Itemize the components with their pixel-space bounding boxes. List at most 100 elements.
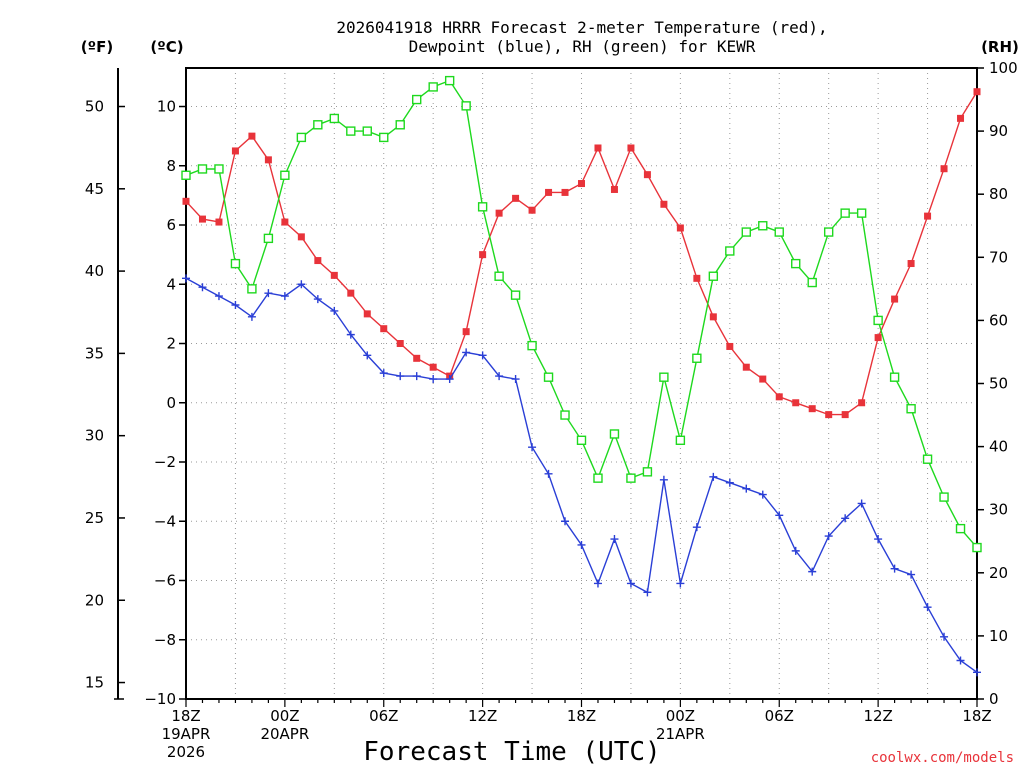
relative-humidity-data-point bbox=[675, 435, 686, 445]
dewpoint-data-point bbox=[231, 300, 240, 309]
celsius-tick-label: 10 bbox=[157, 98, 176, 116]
relative-humidity-data-point bbox=[972, 542, 982, 553]
relative-humidity-data-point bbox=[791, 258, 801, 269]
fahrenheit-tick-label: 40 bbox=[85, 262, 104, 280]
dewpoint-data-point bbox=[742, 484, 751, 493]
celsius-tick-label: 0 bbox=[166, 394, 176, 412]
relative-humidity-data-point bbox=[362, 126, 372, 136]
dewpoint-data-point bbox=[725, 478, 734, 487]
celsius-tick-label: −6 bbox=[154, 572, 176, 590]
temperature-data-point bbox=[314, 257, 322, 265]
dewpoint-data-point bbox=[643, 588, 652, 597]
dewpoint-data-point bbox=[528, 443, 537, 452]
dewpoint-data-point bbox=[692, 523, 701, 532]
fahrenheit-tick-label: 15 bbox=[85, 674, 104, 692]
rh-tick-label: 50 bbox=[989, 375, 1008, 393]
temperature-data-point bbox=[726, 342, 734, 350]
rh-tick-label: 70 bbox=[989, 248, 1008, 266]
temperature-data-point bbox=[643, 171, 651, 179]
relative-humidity-data-point bbox=[692, 353, 702, 363]
dewpoint-data-point bbox=[412, 372, 421, 381]
dewpoint-data-point bbox=[561, 517, 570, 526]
dewpoint-data-point bbox=[280, 292, 289, 301]
celsius-tick-label: −4 bbox=[154, 512, 176, 530]
relative-humidity-data-point bbox=[576, 435, 587, 445]
dewpoint-data-point bbox=[841, 514, 850, 523]
x-tick-label: 06Z bbox=[369, 707, 398, 725]
temperature-data-point bbox=[594, 144, 602, 152]
temperature-data-point bbox=[330, 271, 338, 279]
temperature-data-point bbox=[462, 328, 470, 336]
relative-humidity-data-point bbox=[197, 164, 208, 174]
rh-tick-label: 80 bbox=[989, 185, 1008, 203]
relative-humidity-data-point bbox=[626, 473, 636, 483]
dewpoint-data-point bbox=[709, 472, 718, 481]
temperature-data-point bbox=[363, 310, 371, 318]
relative-humidity-data-point bbox=[609, 429, 620, 439]
fahrenheit-unit-label: (ºF) bbox=[81, 38, 113, 56]
dewpoint-data-point bbox=[247, 312, 256, 321]
dewpoint-data-point bbox=[379, 369, 388, 378]
dewpoint-data-point bbox=[577, 540, 586, 549]
temperature-data-point bbox=[957, 114, 965, 122]
dewpoint-data-point bbox=[775, 511, 784, 520]
temperature-data-point bbox=[759, 375, 767, 383]
dewpoint-data-point bbox=[330, 306, 339, 315]
dewpoint-data-point bbox=[956, 656, 965, 665]
relative-humidity-data-point bbox=[955, 523, 966, 534]
rh-tick-label: 0 bbox=[989, 690, 999, 708]
temperature-data-point bbox=[891, 295, 899, 303]
relative-humidity-data-point bbox=[659, 372, 669, 382]
relative-humidity-data-point bbox=[889, 372, 900, 382]
dewpoint-data-point bbox=[808, 567, 817, 576]
relative-humidity-data-point bbox=[922, 454, 933, 464]
relative-humidity-data-point bbox=[708, 271, 719, 281]
temperature-data-point bbox=[182, 197, 190, 205]
x-tick-label: 00Z bbox=[666, 707, 695, 725]
dewpoint-data-point bbox=[182, 274, 190, 283]
temperature-data-point bbox=[198, 215, 206, 223]
temperature-data-point bbox=[380, 325, 388, 333]
relative-humidity-data-point bbox=[873, 315, 883, 326]
x-tick-label: 18Z bbox=[962, 707, 991, 725]
temperature-data-point bbox=[396, 340, 404, 348]
dewpoint-data-point bbox=[874, 535, 883, 544]
dewpoint-data-point bbox=[544, 469, 553, 478]
dewpoint-data-point bbox=[676, 579, 685, 588]
temperature-data-point bbox=[742, 363, 750, 371]
temperature-data-point bbox=[610, 185, 618, 193]
relative-humidity-data-point bbox=[725, 246, 735, 256]
dewpoint-data-point bbox=[396, 372, 405, 381]
x-tick-label: 06Z bbox=[765, 707, 794, 725]
chart-title-line2: Dewpoint (blue), RH (green) for KEWR bbox=[409, 37, 756, 56]
relative-humidity-series-line bbox=[185, 79, 978, 549]
relative-humidity-data-point bbox=[329, 113, 340, 124]
relative-humidity-data-point bbox=[807, 277, 817, 288]
relative-humidity-data-point bbox=[461, 101, 471, 111]
temperature-data-point bbox=[479, 251, 487, 259]
celsius-tick-label: −2 bbox=[154, 453, 176, 471]
dewpoint-data-point bbox=[297, 280, 306, 289]
celsius-tick-label: −8 bbox=[154, 631, 176, 649]
fahrenheit-tick-label: 30 bbox=[85, 427, 104, 445]
dewpoint-data-point bbox=[610, 535, 619, 544]
rh-tick-label: 40 bbox=[989, 438, 1008, 456]
relative-humidity-data-point bbox=[642, 467, 653, 477]
celsius-tick-label: 4 bbox=[166, 275, 176, 293]
dewpoint-data-point bbox=[923, 603, 932, 612]
relative-humidity-data-point bbox=[758, 221, 768, 231]
relative-humidity-data-point bbox=[296, 132, 307, 143]
relative-humidity-data-point bbox=[263, 233, 274, 244]
dewpoint-data-point bbox=[659, 475, 668, 484]
dewpoint-data-point bbox=[758, 490, 767, 499]
dewpoint-data-point bbox=[593, 579, 602, 588]
rh-unit-label: (RH) bbox=[981, 38, 1019, 56]
dewpoint-data-point bbox=[198, 283, 207, 292]
dewpoint-data-point bbox=[973, 668, 981, 677]
celsius-tick-label: −10 bbox=[144, 690, 176, 708]
relative-humidity-data-point bbox=[906, 404, 916, 414]
temperature-data-point bbox=[627, 144, 635, 152]
temperature-data-point bbox=[775, 393, 783, 401]
temperature-data-point bbox=[973, 88, 981, 96]
relative-humidity-data-point bbox=[939, 492, 949, 502]
